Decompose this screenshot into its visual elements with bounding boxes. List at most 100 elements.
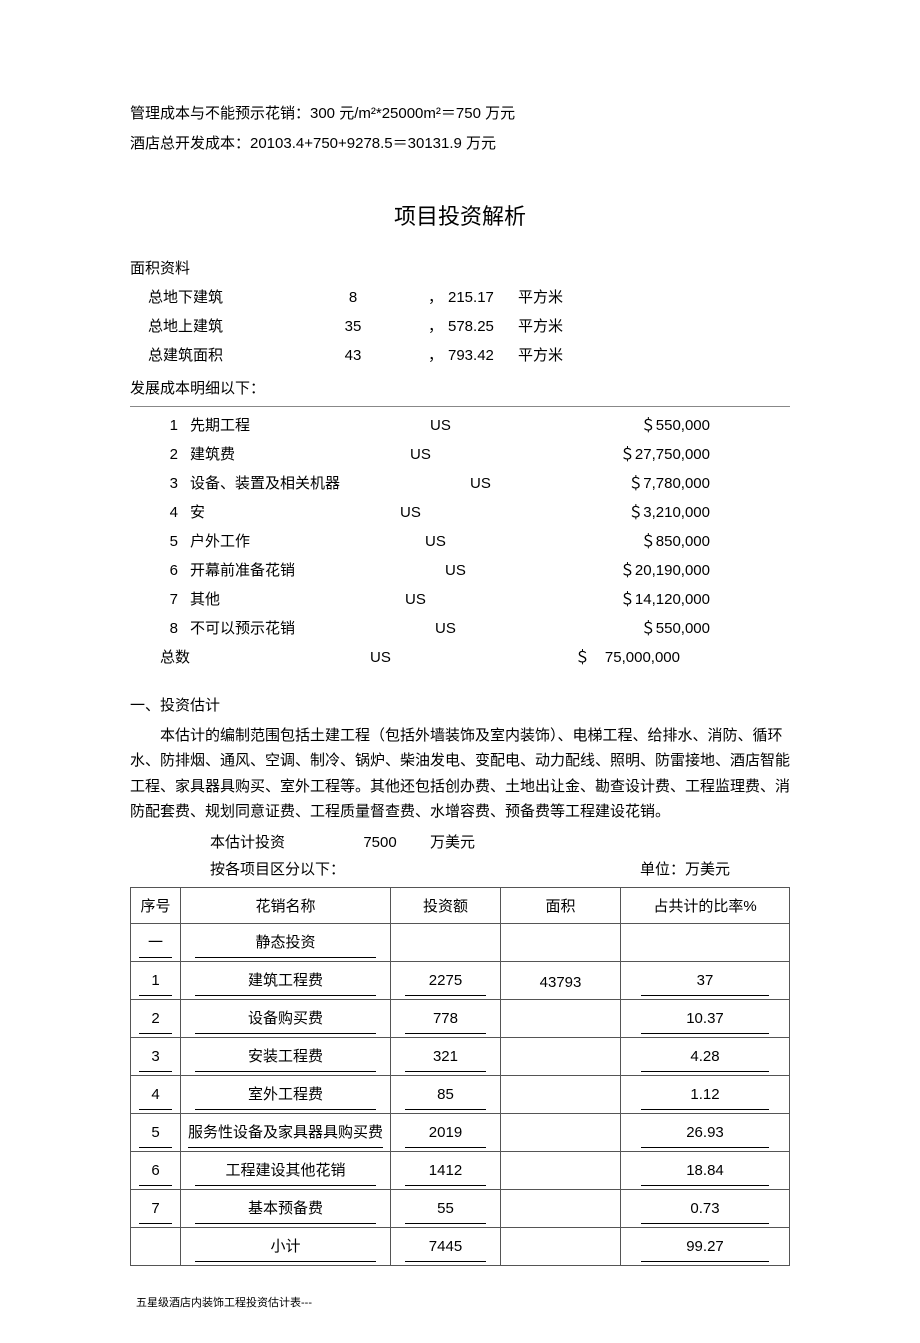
table-row: 6 工程建设其他花销 1412 18.84 — [131, 1151, 790, 1189]
td-name: 室外工程费 — [181, 1075, 391, 1113]
area-row: 总地上建筑 35 ， 578.25 平方米 — [130, 313, 790, 340]
dev-amount: ＄27,750,000 — [510, 441, 710, 468]
area-comma: ， — [428, 284, 448, 311]
dev-idx: 2 — [130, 441, 190, 468]
td-pct: 10.37 — [621, 999, 790, 1037]
td-pct: 0.73 — [621, 1189, 790, 1227]
dev-idx: 1 — [130, 412, 190, 439]
dev-total-name: 总数 — [160, 644, 360, 671]
est-value: 7500 — [330, 829, 430, 856]
area-comma: ， — [428, 313, 448, 340]
page-title: 项目投资解析 — [130, 197, 790, 237]
area-comma: ， — [428, 342, 448, 369]
td-pct: 37 — [621, 961, 790, 999]
area-label: 面积资料 — [130, 255, 790, 282]
dev-idx: 4 — [130, 499, 190, 526]
td-area — [501, 1151, 621, 1189]
dev-row: 1 先期工程 US ＄550,000 — [130, 411, 790, 440]
dev-amount: ＄550,000 — [510, 412, 710, 439]
dev-row: 4 安 US ＄3,210,000 — [130, 498, 790, 527]
footer-note: 五星级酒店内装饰工程投资估计表--- — [130, 1294, 790, 1314]
td-name: 基本预备费 — [181, 1189, 391, 1227]
th-area: 面积 — [501, 887, 621, 923]
dev-amount: ＄3,210,000 — [510, 499, 710, 526]
th-inv: 投资额 — [391, 887, 501, 923]
dev-idx: 3 — [130, 470, 190, 497]
td-seq: 4 — [131, 1075, 181, 1113]
td-name: 静态投资 — [181, 923, 391, 961]
td-inv: 778 — [391, 999, 501, 1037]
area-section: 面积资料 总地下建筑 8 ， 215.17 平方米 总地上建筑 35 ， 578… — [130, 255, 790, 369]
table-row: 4 室外工程费 85 1.12 — [131, 1075, 790, 1113]
table-body: 一 静态投资 1 建筑工程费 2275 43793 37 2 设备购买费 778… — [131, 923, 790, 1265]
area-name: 总建筑面积 — [148, 342, 278, 369]
td-seq: 一 — [131, 923, 181, 961]
td-seq: 2 — [131, 999, 181, 1037]
dev-currency: US — [390, 586, 510, 613]
td-seq: 7 — [131, 1189, 181, 1227]
dev-currency: US — [390, 441, 510, 468]
dev-row: 8 不可以预示花销 US ＄550,000 — [130, 614, 790, 643]
table-row-subtotal: 小计 7445 99.27 — [131, 1227, 790, 1265]
th-pct: 占共计的比率% — [621, 887, 790, 923]
dev-name: 不可以预示花销 — [190, 615, 390, 642]
dev-row: 2 建筑费 US ＄27,750,000 — [130, 440, 790, 469]
dev-name: 先期工程 — [190, 412, 390, 439]
dev-name: 其他 — [190, 586, 390, 613]
td-area — [501, 1075, 621, 1113]
td-name: 设备购买费 — [181, 999, 391, 1037]
th-seq: 序号 — [131, 887, 181, 923]
table-row: 一 静态投资 — [131, 923, 790, 961]
dev-currency: US — [390, 557, 510, 584]
td-inv: 2019 — [391, 1113, 501, 1151]
td-area: 43793 — [501, 961, 621, 999]
area-unit: 平方米 — [518, 342, 578, 369]
dev-currency: US — [390, 528, 510, 555]
td-area — [501, 1037, 621, 1075]
dev-name: 设备、装置及相关机器 — [190, 470, 390, 497]
table-row: 1 建筑工程费 2275 43793 37 — [131, 961, 790, 999]
area-v2: 215.17 — [448, 284, 518, 311]
area-v1: 35 — [278, 313, 428, 340]
dev-currency: US — [390, 615, 510, 642]
dev-cost-label: 发展成本明细以下： — [130, 375, 790, 402]
td-pct: 26.93 — [621, 1113, 790, 1151]
total-dev-cost-line: 酒店总开发成本：20103.4+750+9278.5＝30131.9 万元 — [130, 130, 790, 157]
td-area — [501, 999, 621, 1037]
dev-idx: 5 — [130, 528, 190, 555]
est-label: 本估计投资 — [210, 829, 330, 856]
dev-idx: 6 — [130, 557, 190, 584]
td-name: 安装工程费 — [181, 1037, 391, 1075]
dev-name: 安 — [190, 499, 390, 526]
td-inv: 2275 — [391, 961, 501, 999]
dev-row: 3 设备、装置及相关机器 US ＄7,780,000 — [130, 469, 790, 498]
td-seq: 1 — [131, 961, 181, 999]
area-unit: 平方米 — [518, 313, 578, 340]
td-inv: 1412 — [391, 1151, 501, 1189]
td-pct: 1.12 — [621, 1075, 790, 1113]
td-pct: 18.84 — [621, 1151, 790, 1189]
td-area — [501, 923, 621, 961]
estimate-heading: 一、投资估计 — [130, 692, 790, 719]
td-seq: 3 — [131, 1037, 181, 1075]
td-inv: 321 — [391, 1037, 501, 1075]
td-pct — [621, 923, 790, 961]
th-name: 花销名称 — [181, 887, 391, 923]
area-unit: 平方米 — [518, 284, 578, 311]
table-row: 7 基本预备费 55 0.73 — [131, 1189, 790, 1227]
td-inv: 85 — [391, 1075, 501, 1113]
td-inv — [391, 923, 501, 961]
dev-amount: ＄14,120,000 — [510, 586, 710, 613]
table-row: 2 设备购买费 778 10.37 — [131, 999, 790, 1037]
td-name: 服务性设备及家具器具购买费 — [181, 1113, 391, 1151]
area-v2: 793.42 — [448, 342, 518, 369]
dev-cost-grid: 1 先期工程 US ＄550,000 2 建筑费 US ＄27,750,000 … — [130, 406, 790, 672]
td-seq — [131, 1227, 181, 1265]
top-cost-lines: 管理成本与不能预示花销：300 元/m²*25000m²＝750 万元 酒店总开… — [130, 100, 790, 157]
table-header-row: 序号 花销名称 投资额 面积 占共计的比率% — [131, 887, 790, 923]
td-seq: 5 — [131, 1113, 181, 1151]
split-unit-row: 按各项目区分以下： 单位：万美元 — [130, 856, 790, 883]
unit-label: 单位：万美元 — [640, 856, 790, 883]
dev-currency: US — [390, 412, 510, 439]
area-name: 总地下建筑 — [148, 284, 278, 311]
